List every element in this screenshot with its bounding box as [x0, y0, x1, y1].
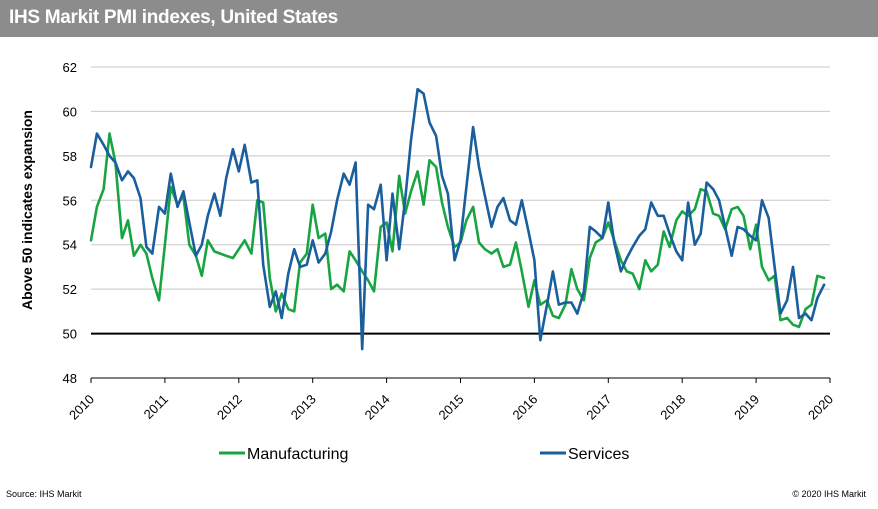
grid-lines	[91, 66, 830, 335]
x-tick-label-2018: 2018	[657, 392, 688, 423]
y-tick-label-50: 50	[63, 327, 77, 342]
chart-title: IHS Markit PMI indexes, United States	[9, 7, 338, 28]
source-note: Source: IHS Markit	[6, 489, 82, 499]
y-tick-label-48: 48	[63, 371, 77, 386]
y-tick-labels: 48 50 52 54 56 58 60 62	[63, 60, 77, 386]
x-tick-label-2016: 2016	[509, 392, 540, 423]
y-tick-label-62: 62	[63, 60, 77, 75]
x-tick-label-2011: 2011	[141, 392, 171, 422]
x-tick-label-2019: 2019	[731, 392, 762, 423]
y-tick-label-60: 60	[63, 104, 77, 119]
legend-label-manufacturing: Manufacturing	[247, 446, 348, 463]
y-tick-label-56: 56	[63, 193, 77, 208]
x-tick-label-2014: 2014	[362, 392, 393, 423]
series-lines	[89, 87, 826, 351]
y-tick-label-54: 54	[63, 238, 77, 253]
y-tick-label-58: 58	[63, 149, 77, 164]
chart-header: IHS Markit PMI indexes, United States	[0, 0, 878, 37]
x-tick-label-2012: 2012	[214, 392, 245, 423]
legend: Manufacturing Services	[219, 446, 629, 463]
x-tick-label-2015: 2015	[436, 392, 467, 423]
x-tick-label-2020: 2020	[805, 392, 836, 423]
copyright-note: © 2020 IHS Markit	[792, 489, 866, 499]
y-tick-label-52: 52	[63, 282, 77, 297]
legend-label-services: Services	[568, 446, 629, 463]
x-axis: 2010 2011 2012 2013 2014 2015 2016 2017 2018 2019…	[66, 377, 836, 423]
x-tick-label-2017: 2017	[583, 392, 614, 423]
series-line-manufacturing	[89, 132, 826, 329]
x-tick-label-2013: 2013	[288, 392, 319, 423]
x-tick-label-2010: 2010	[66, 392, 97, 423]
series-line-services	[89, 87, 826, 351]
